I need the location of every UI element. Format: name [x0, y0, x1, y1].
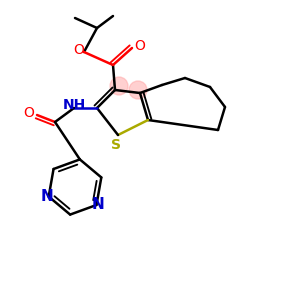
- Circle shape: [110, 77, 128, 95]
- Text: O: O: [24, 106, 34, 120]
- Text: NH: NH: [62, 98, 86, 112]
- Text: S: S: [111, 138, 121, 152]
- Text: O: O: [74, 43, 84, 57]
- Text: N: N: [92, 197, 105, 212]
- Circle shape: [129, 81, 147, 99]
- Text: N: N: [40, 189, 53, 204]
- Text: O: O: [135, 39, 146, 53]
